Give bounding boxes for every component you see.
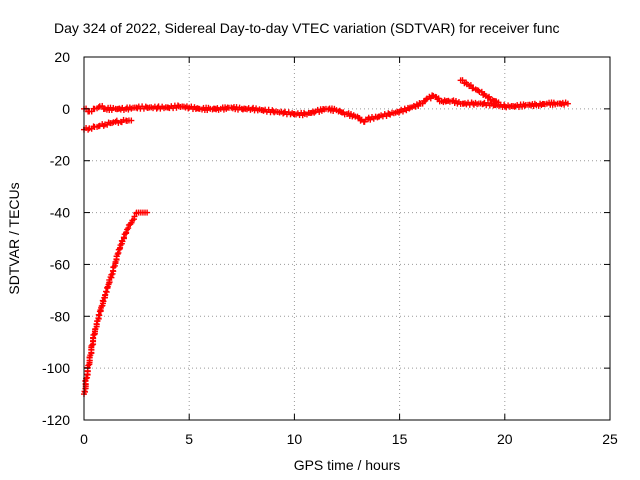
y-tick-label: -20 (50, 153, 70, 169)
x-tick-label: 0 (80, 431, 88, 447)
data-point (112, 118, 119, 125)
data-point (128, 117, 135, 124)
data-point-interp (467, 82, 474, 89)
data-point-interp (99, 102, 106, 109)
chart-title: Day 324 of 2022, Sidereal Day-to-day VTE… (54, 20, 560, 36)
axis-ticks: 0 5 10 15 20 25 -120 -100 -80 -60 -40 -20 0 20 (42, 49, 618, 447)
data-point-interp (521, 102, 528, 109)
data-point (125, 225, 132, 232)
data-point (114, 251, 121, 258)
data-point-interp (357, 117, 364, 124)
data-point-interp (459, 77, 466, 84)
data-point (144, 209, 151, 216)
grid (84, 57, 610, 420)
data-point-interp (95, 104, 102, 111)
data-point-interp (435, 95, 442, 102)
data-point-interp (311, 109, 318, 116)
x-axis-label: GPS time / hours (294, 457, 401, 473)
y-tick-label: 20 (54, 49, 70, 65)
y-axis-label: SDTVAR / TECUs (6, 182, 22, 294)
y-tick-label: -120 (42, 412, 70, 428)
x-tick-label: 10 (287, 431, 303, 447)
plot-frame (83, 56, 611, 421)
data-point-interp (423, 96, 430, 103)
data-point (131, 213, 138, 220)
y-tick-label: -60 (50, 256, 70, 272)
x-tick-label: 25 (602, 431, 618, 447)
data-point-interp (100, 298, 107, 305)
y-tick-label: 0 (62, 101, 70, 117)
data-marks (81, 77, 571, 398)
data-point (495, 99, 502, 106)
data-point-interp (486, 93, 493, 100)
data-point-interp (123, 229, 130, 236)
data-point (564, 100, 571, 107)
y-tick-label: -100 (42, 360, 70, 376)
data-point (108, 271, 115, 278)
x-tick-label: 20 (497, 431, 513, 447)
data-point-interp (120, 234, 127, 241)
y-tick-label: -40 (50, 205, 70, 221)
x-tick-label: 15 (392, 431, 408, 447)
x-tick-label: 5 (185, 431, 193, 447)
y-tick-label: -80 (50, 308, 70, 324)
